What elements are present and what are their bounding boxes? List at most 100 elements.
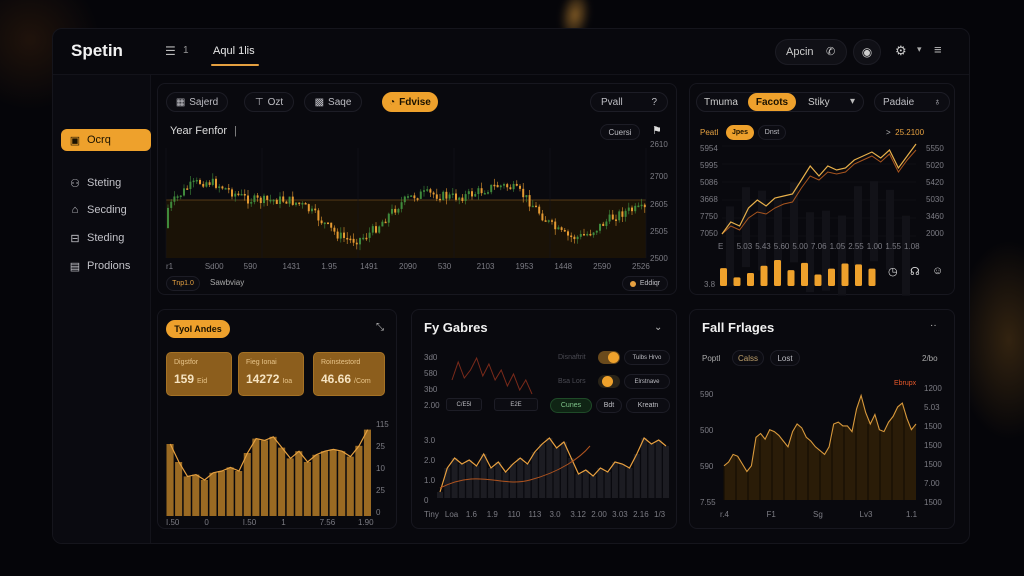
sidebar-item-steding[interactable]: ⊟ Steding: [61, 227, 151, 249]
axis-tick: 5.03: [736, 242, 753, 251]
metrics-panel: Tmuma Facots Stiky ▾ Padaie ♁ Peatl Jpes…: [689, 83, 955, 296]
axis-tick: Sg: [813, 510, 823, 519]
axis-tick: 1.95: [321, 262, 337, 271]
axis-tick: 1.90: [358, 518, 374, 527]
gear-icon[interactable]: ⚙: [895, 43, 907, 58]
flag-icon[interactable]: ⚑: [652, 125, 662, 137]
row-button[interactable]: Elrstnave: [624, 374, 670, 389]
filter-icon: ⊤: [254, 96, 264, 108]
chat-icon[interactable]: ☊: [910, 266, 920, 278]
axis-tick: 5420: [926, 178, 944, 187]
status-badge[interactable]: Eddiqr: [622, 276, 668, 291]
app-logo: Spetin: [71, 41, 123, 60]
padaie-select[interactable]: Padaie ♁: [874, 92, 950, 112]
subtab-dnst[interactable]: Dnst: [758, 125, 786, 140]
axis-tick: 2000: [926, 229, 944, 238]
search-label: Apcin: [786, 46, 814, 58]
axis-tick: 5550: [926, 144, 944, 153]
search-button[interactable]: Apcin ✆: [775, 39, 847, 65]
sidebar-item-prodions[interactable]: ▤ Prodions: [61, 255, 151, 277]
tab-stiky[interactable]: Stiky: [808, 97, 830, 108]
candlestick-chart: [165, 148, 647, 258]
area-line-chart: [437, 437, 669, 498]
toolbar-button-ozt[interactable]: ⊤ Ozt: [244, 92, 294, 112]
x-axis-labels: E 5.03 5.43 5.60 5.00 7.06 1.05 2.55 1.00 1.55 1.0…: [718, 242, 920, 252]
gauge-icon[interactable]: ◷: [888, 266, 898, 278]
row-button[interactable]: Tulbs Hrvo: [624, 350, 670, 365]
axis-tick: 2.00: [591, 510, 607, 519]
list-icon[interactable]: ☰: [165, 44, 176, 58]
kpi-card[interactable]: Fieg Ionai 14272 Ioa: [238, 352, 304, 396]
axis-tick: 2103: [476, 262, 495, 271]
toolbar-button-sajerd[interactable]: ▦ Sajerd: [166, 92, 228, 112]
axis-tick: 5.00: [792, 242, 808, 251]
chevron-down-icon[interactable]: ▾: [850, 96, 856, 107]
overview-panel: Tyol Andes ⤡ Digstfor 159 Eid Fieg Ionai …: [157, 309, 397, 529]
legend-chip-tnp[interactable]: Tnp1.0: [166, 276, 200, 291]
axis-tick: 5030: [926, 195, 944, 204]
save-icon: ▦: [175, 96, 186, 108]
sidebar-item-label: Steting: [87, 177, 122, 189]
axis-tick: 7.56: [319, 518, 336, 527]
chevron-down-icon[interactable]: ⌄: [654, 322, 663, 333]
smile-icon[interactable]: ☺: [932, 265, 944, 277]
tab-poptl[interactable]: Poptl: [702, 354, 721, 363]
axis-tick: 1/3: [654, 510, 666, 519]
sidebar-item-secding[interactable]: ⌂ Secding: [61, 199, 151, 221]
hamburger-icon[interactable]: ≡: [934, 42, 942, 57]
axis-tick: 7.55: [700, 498, 716, 507]
axis-tick: 2.55: [848, 242, 864, 251]
axis-tick: 5020: [926, 161, 944, 170]
kpi-card[interactable]: Roinstestord 46.66/Com: [313, 352, 385, 396]
kreatn-button[interactable]: Kreatn: [626, 398, 670, 413]
axis-tick: 5954: [700, 144, 718, 153]
range-select[interactable]: Pvall ?: [590, 92, 668, 112]
user-badge-icon[interactable]: ◉: [853, 39, 881, 65]
subtab-peatl[interactable]: Peatl: [700, 128, 719, 137]
sidebar-item-ocrq[interactable]: ▣ Ocrq: [61, 129, 151, 151]
axis-tick: F1: [766, 510, 776, 519]
toggle-knob: [602, 376, 613, 387]
toolbar-button-fdvise[interactable]: ◔ Fdvise: [382, 92, 438, 112]
kpi-card[interactable]: Digstfor 159 Eid: [166, 352, 232, 396]
axis-tick: Lv3: [859, 510, 873, 519]
tab-facots[interactable]: Facots: [748, 93, 796, 111]
axis-tick: 5.60: [773, 242, 790, 251]
line-chart: [721, 143, 917, 296]
edit-button[interactable]: Bdt: [596, 398, 622, 413]
tab-calss[interactable]: Calss: [732, 350, 764, 366]
axis-tick: 500: [700, 426, 714, 435]
frlages-panel: Fall Frlages ·· Poptl Calss Lost 2/bo Eb…: [689, 309, 955, 529]
monitor-icon: ▤: [69, 260, 81, 273]
cunes-button[interactable]: Cunes: [550, 398, 592, 413]
panel-badge[interactable]: Tyol Andes: [166, 320, 230, 338]
row-label: Disnaftrit: [558, 354, 586, 361]
candlestick-panel: ▦ Sajerd ⊤ Ozt ▩ Saqe ◔ Fdvise Pvall ? Year …: [157, 83, 677, 295]
cuersi-button[interactable]: Cuersi: [600, 124, 640, 140]
toggle-switch[interactable]: [598, 351, 620, 364]
home-icon: ⌂: [71, 204, 79, 216]
active-tab-indicator: [211, 64, 259, 66]
mini-line-chart: [451, 356, 533, 395]
sidebar-item-steting[interactable]: ⚇ Steting: [61, 172, 151, 194]
axis-tick: 1.1: [906, 510, 918, 519]
tab-lost[interactable]: Lost: [770, 350, 800, 366]
axis-tick: I.50: [242, 518, 257, 527]
chevron-down-icon[interactable]: ▾: [917, 44, 922, 54]
axis-tick: 3668: [700, 195, 718, 204]
axis-tick: 2.16: [633, 510, 649, 519]
axis-tick: 590: [243, 262, 258, 271]
top-tab-active[interactable]: Aqul 1lis: [213, 45, 255, 57]
axis-tick: 25: [376, 486, 385, 495]
mini-label: E2E: [494, 398, 538, 411]
toolbar-button-saqe[interactable]: ▩ Saqe: [304, 92, 362, 112]
tab-tmuma[interactable]: Tmuma: [704, 97, 738, 108]
toggle-switch[interactable]: [598, 375, 620, 388]
subtab-jpes[interactable]: Jpes: [726, 125, 754, 140]
more-icon[interactable]: ··: [930, 320, 937, 331]
gabres-panel: Fy Gabres ⌄ 3d0 580 3b0 2.00 C/E5I E2E D…: [411, 309, 677, 529]
axis-tick: 1: [281, 518, 286, 527]
axis-tick: 1448: [554, 262, 573, 271]
axis-tick: 7.06: [811, 242, 827, 251]
collapse-icon[interactable]: ⤡: [376, 322, 384, 333]
